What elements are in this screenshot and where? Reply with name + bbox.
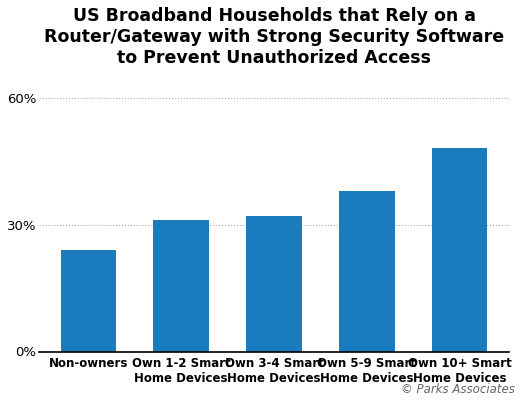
- Bar: [339, 191, 395, 352]
- Bar: [60, 250, 116, 352]
- Bar: [153, 220, 209, 352]
- Text: © Parks Associates: © Parks Associates: [401, 383, 514, 396]
- Title: US Broadband Households that Rely on a
Router/Gateway with Strong Security Softw: US Broadband Households that Rely on a R…: [44, 7, 504, 66]
- Bar: [432, 148, 487, 352]
- Bar: [246, 216, 302, 352]
